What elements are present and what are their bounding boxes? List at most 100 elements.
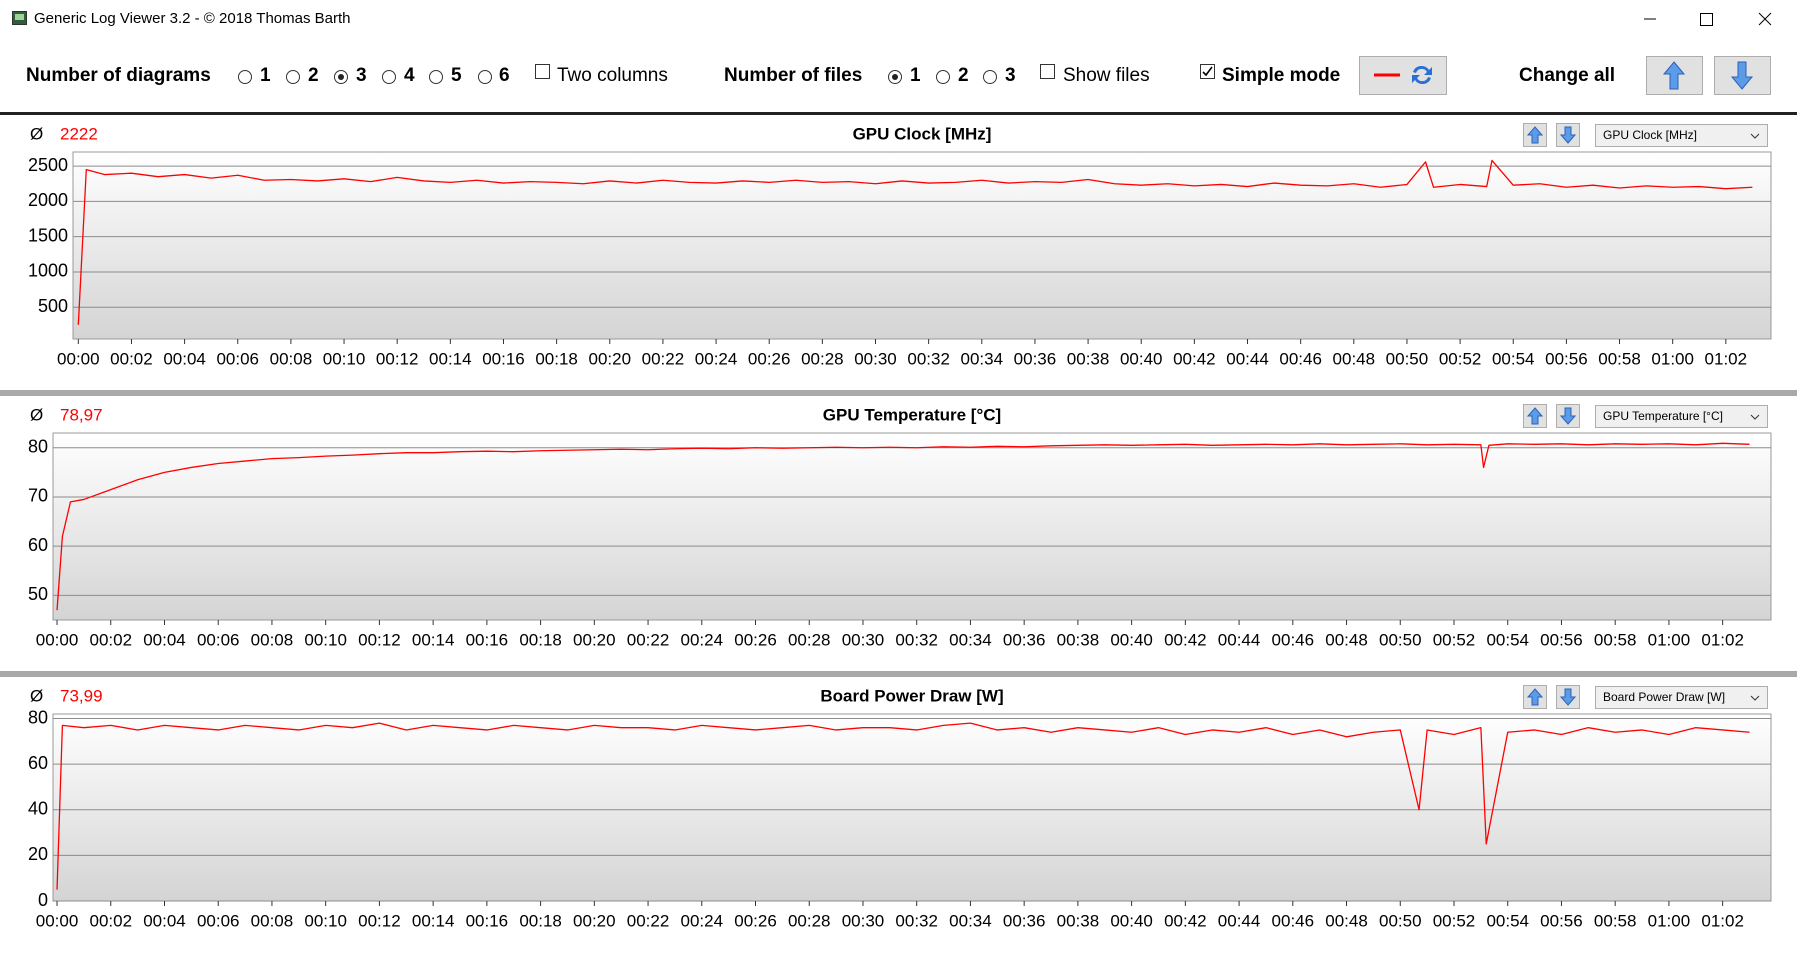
y-tick-label: 500 — [38, 296, 68, 316]
x-tick-label: 00:02 — [89, 630, 132, 649]
chart-panel: Ø 78,97 GPU Temperature [°C] GPU Temperatur… — [0, 396, 1797, 671]
radio[interactable] — [429, 70, 443, 84]
x-tick-label: 00:34 — [949, 911, 992, 930]
x-tick-label: 00:38 — [1057, 630, 1100, 649]
x-tick-label: 00:22 — [627, 630, 670, 649]
x-tick-label: 00:40 — [1110, 911, 1153, 930]
radio-label[interactable]: 5 — [451, 65, 462, 86]
radio-label[interactable]: 1 — [260, 65, 271, 86]
x-tick-label: 00:30 — [854, 349, 897, 368]
x-tick-label: 00:56 — [1540, 911, 1583, 930]
x-tick-label: 00:14 — [429, 349, 472, 368]
radio[interactable] — [888, 70, 902, 84]
chart: Ø 73,99 Board Power Draw [W] Board Power Dr… — [28, 685, 1772, 930]
dropdown-box — [1595, 405, 1768, 428]
color-button[interactable] — [1359, 56, 1447, 95]
x-tick-label: 00:00 — [36, 630, 79, 649]
window-controls[interactable] — [1630, 0, 1797, 38]
change-all-label: Change all — [1519, 65, 1616, 86]
x-tick-label: 00:24 — [681, 911, 724, 930]
x-tick-label: 00:06 — [197, 911, 240, 930]
radio-label[interactable]: 3 — [356, 65, 367, 86]
move-down-button[interactable] — [1556, 685, 1580, 709]
move-up-button[interactable] — [1523, 123, 1547, 147]
x-tick-label: 00:20 — [573, 911, 616, 930]
average-symbol: Ø — [30, 124, 43, 143]
y-tick-label: 50 — [28, 584, 48, 604]
move-down-button[interactable] — [1714, 56, 1771, 95]
dropdown-arrow — [1750, 695, 1760, 701]
series-dropdown[interactable]: GPU Clock [MHz] — [1595, 124, 1768, 147]
radio[interactable] — [382, 70, 396, 84]
x-tick-label: 00:12 — [376, 349, 419, 368]
move-down-button[interactable] — [1556, 123, 1580, 147]
files-label: Number of files — [724, 65, 863, 86]
x-tick-label: 00:36 — [1014, 349, 1057, 368]
radio-label[interactable]: 2 — [308, 65, 319, 86]
average-symbol: Ø — [30, 405, 43, 424]
checkbox[interactable] — [1040, 64, 1055, 79]
x-tick-label: 00:54 — [1486, 630, 1529, 649]
x-tick-label: 01:02 — [1701, 630, 1744, 649]
radio-label[interactable]: 3 — [1005, 65, 1016, 86]
x-tick-label: 00:14 — [412, 911, 455, 930]
radio[interactable] — [286, 70, 300, 84]
move-up-button[interactable] — [1646, 56, 1703, 95]
x-tick-label: 00:08 — [251, 911, 294, 930]
toolbar: Number of diagrams 1 2 3 4 5 6 Two colum… — [0, 38, 1797, 115]
radio-label[interactable]: 6 — [499, 65, 510, 86]
x-tick-label: 00:48 — [1333, 349, 1376, 368]
checkbox-label[interactable]: Simple mode — [1222, 65, 1341, 86]
checkbox-label[interactable]: Show files — [1063, 65, 1150, 86]
data-line — [56, 722, 1750, 890]
move-up-button[interactable] — [1523, 685, 1547, 709]
x-tick-label: 00:48 — [1325, 911, 1368, 930]
x-tick-label: 00:16 — [466, 911, 509, 930]
arrow-icon — [1526, 126, 1544, 144]
x-tick-label: 00:54 — [1486, 911, 1529, 930]
checkbox-label[interactable]: Two columns — [557, 65, 668, 86]
checkbox[interactable] — [535, 64, 550, 79]
radio[interactable] — [936, 70, 950, 84]
dropdown-text: Board Power Draw [W] — [1603, 690, 1725, 704]
x-tick-label: 00:40 — [1120, 349, 1163, 368]
x-tick-label: 00:00 — [57, 349, 100, 368]
radio-label[interactable]: 1 — [910, 65, 921, 86]
y-tick-label: 2500 — [28, 155, 68, 175]
radio[interactable] — [334, 70, 348, 84]
x-tick-label: 00:26 — [748, 349, 791, 368]
x-tick-label: 00:32 — [895, 911, 938, 930]
x-tick-label: 00:10 — [304, 911, 347, 930]
y-tick-label: 20 — [28, 844, 48, 864]
radio-label[interactable]: 4 — [404, 65, 415, 86]
x-tick-label: 00:12 — [358, 630, 401, 649]
radio[interactable] — [238, 70, 252, 84]
chart-panel: Ø 73,99 Board Power Draw [W] Board Power Dr… — [0, 677, 1797, 952]
move-up-button[interactable] — [1523, 404, 1547, 428]
dropdown-box — [1595, 124, 1768, 147]
x-tick-label: 01:00 — [1648, 630, 1691, 649]
series-dropdown[interactable]: Board Power Draw [W] — [1595, 686, 1768, 709]
radio[interactable] — [478, 70, 492, 84]
x-tick-label: 00:12 — [358, 911, 401, 930]
x-tick-label: 00:22 — [642, 349, 685, 368]
x-tick-label: 00:54 — [1492, 349, 1535, 368]
x-tick-label: 00:24 — [681, 630, 724, 649]
y-tick-label: 40 — [28, 799, 48, 819]
radio-label[interactable]: 2 — [958, 65, 969, 86]
chart-title: GPU Temperature [°C] — [823, 405, 1001, 424]
x-tick-label: 00:08 — [270, 349, 313, 368]
panel-separator — [0, 390, 1797, 396]
radio[interactable] — [983, 70, 997, 84]
series-dropdown[interactable]: GPU Temperature [°C] — [1595, 405, 1768, 428]
move-down-button[interactable] — [1556, 404, 1580, 428]
x-tick-label: 00:02 — [110, 349, 153, 368]
x-tick-label: 00:04 — [143, 630, 186, 649]
x-tick-label: 00:04 — [163, 349, 206, 368]
x-tick-label: 00:30 — [842, 911, 885, 930]
dropdown-text: GPU Temperature [°C] — [1603, 409, 1723, 423]
x-tick-label: 00:26 — [734, 911, 777, 930]
checkbox[interactable] — [1200, 64, 1215, 79]
x-tick-label: 00:20 — [588, 349, 631, 368]
x-tick-label: 00:50 — [1386, 349, 1429, 368]
